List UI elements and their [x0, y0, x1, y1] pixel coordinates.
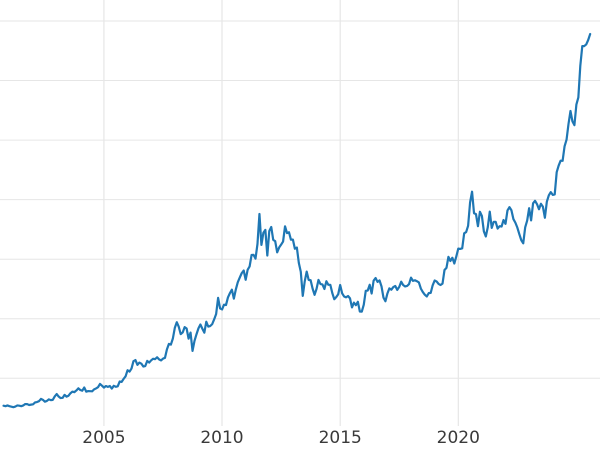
x-tick-label: 2005: [82, 428, 125, 448]
x-axis-tick-labels: 2005 2010 2015 2020: [82, 428, 480, 448]
series-line-price: [2, 32, 592, 409]
x-tick-label: 2010: [200, 428, 243, 448]
x-tick-label: 2015: [319, 428, 362, 448]
price-line-series: [2, 32, 592, 409]
gridlines: [0, 0, 600, 426]
x-tick-label: 2020: [437, 428, 480, 448]
